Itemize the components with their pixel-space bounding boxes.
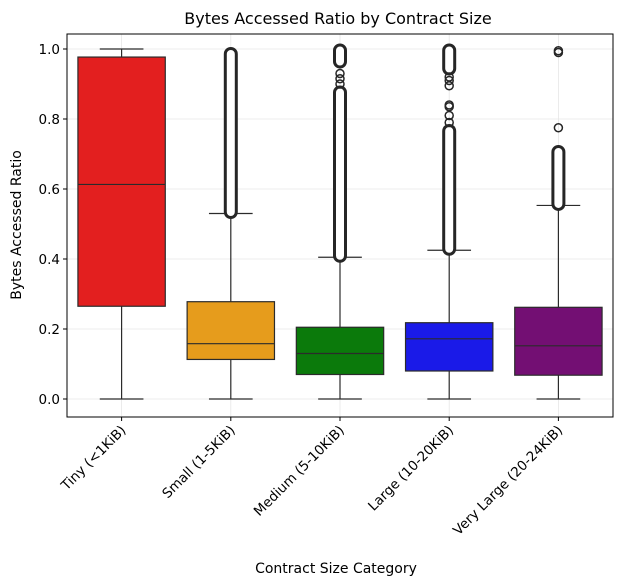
x-tick-label: Very Large (20-24KiB)	[450, 423, 566, 539]
outlier-point	[335, 68, 345, 79]
outlier-point	[444, 75, 454, 86]
outlier-band	[333, 43, 347, 69]
outlier-band	[442, 43, 457, 76]
x-tick-label: Medium (5-10KiB)	[251, 423, 348, 520]
box-group	[404, 43, 494, 400]
box-iqr	[404, 322, 494, 372]
y-axis: 0.0 0.2 0.4 0.6 0.8 1.0	[39, 42, 67, 408]
x-axis: Tiny (<1KiB) Small (1-5KiB) Medium (5-10Ki…	[58, 417, 566, 539]
y-tick-label: 0.2	[39, 322, 60, 338]
box-iqr	[514, 306, 603, 376]
outlier-band	[223, 47, 238, 219]
chart-title: Bytes Accessed Ratio by Contract Size	[184, 9, 491, 28]
y-tick-label: 1.0	[39, 42, 60, 58]
outlier-band	[551, 145, 566, 211]
y-tick-label: 0.6	[39, 182, 60, 198]
outlier-point	[553, 46, 564, 56]
box-iqr	[77, 56, 166, 307]
x-tick-label: Large (10-20KiB)	[365, 423, 457, 515]
outlier-point	[444, 100, 454, 110]
box-group	[514, 46, 603, 400]
x-tick-label: Small (1-5KiB)	[159, 423, 238, 502]
outlier-band	[442, 124, 457, 256]
box-group	[186, 47, 276, 400]
x-tick-label: Tiny (<1KiB)	[58, 423, 130, 495]
y-axis-label: Bytes Accessed Ratio	[9, 150, 25, 300]
outlier-point	[553, 123, 564, 133]
y-tick-label: 0.4	[39, 252, 60, 268]
outlier-point	[335, 79, 345, 89]
y-tick-label: 0.0	[39, 392, 60, 408]
box-iqr	[295, 326, 385, 376]
outlier-point	[444, 72, 454, 82]
box-group	[77, 48, 166, 400]
outlier-band	[333, 85, 347, 263]
box-iqr	[186, 301, 276, 361]
boxes	[77, 43, 603, 400]
outlier-point	[444, 117, 454, 128]
x-axis-label: Contract Size Category	[255, 561, 417, 577]
box-group	[295, 43, 385, 400]
y-tick-label: 0.8	[39, 112, 60, 128]
outlier-point	[335, 74, 345, 84]
